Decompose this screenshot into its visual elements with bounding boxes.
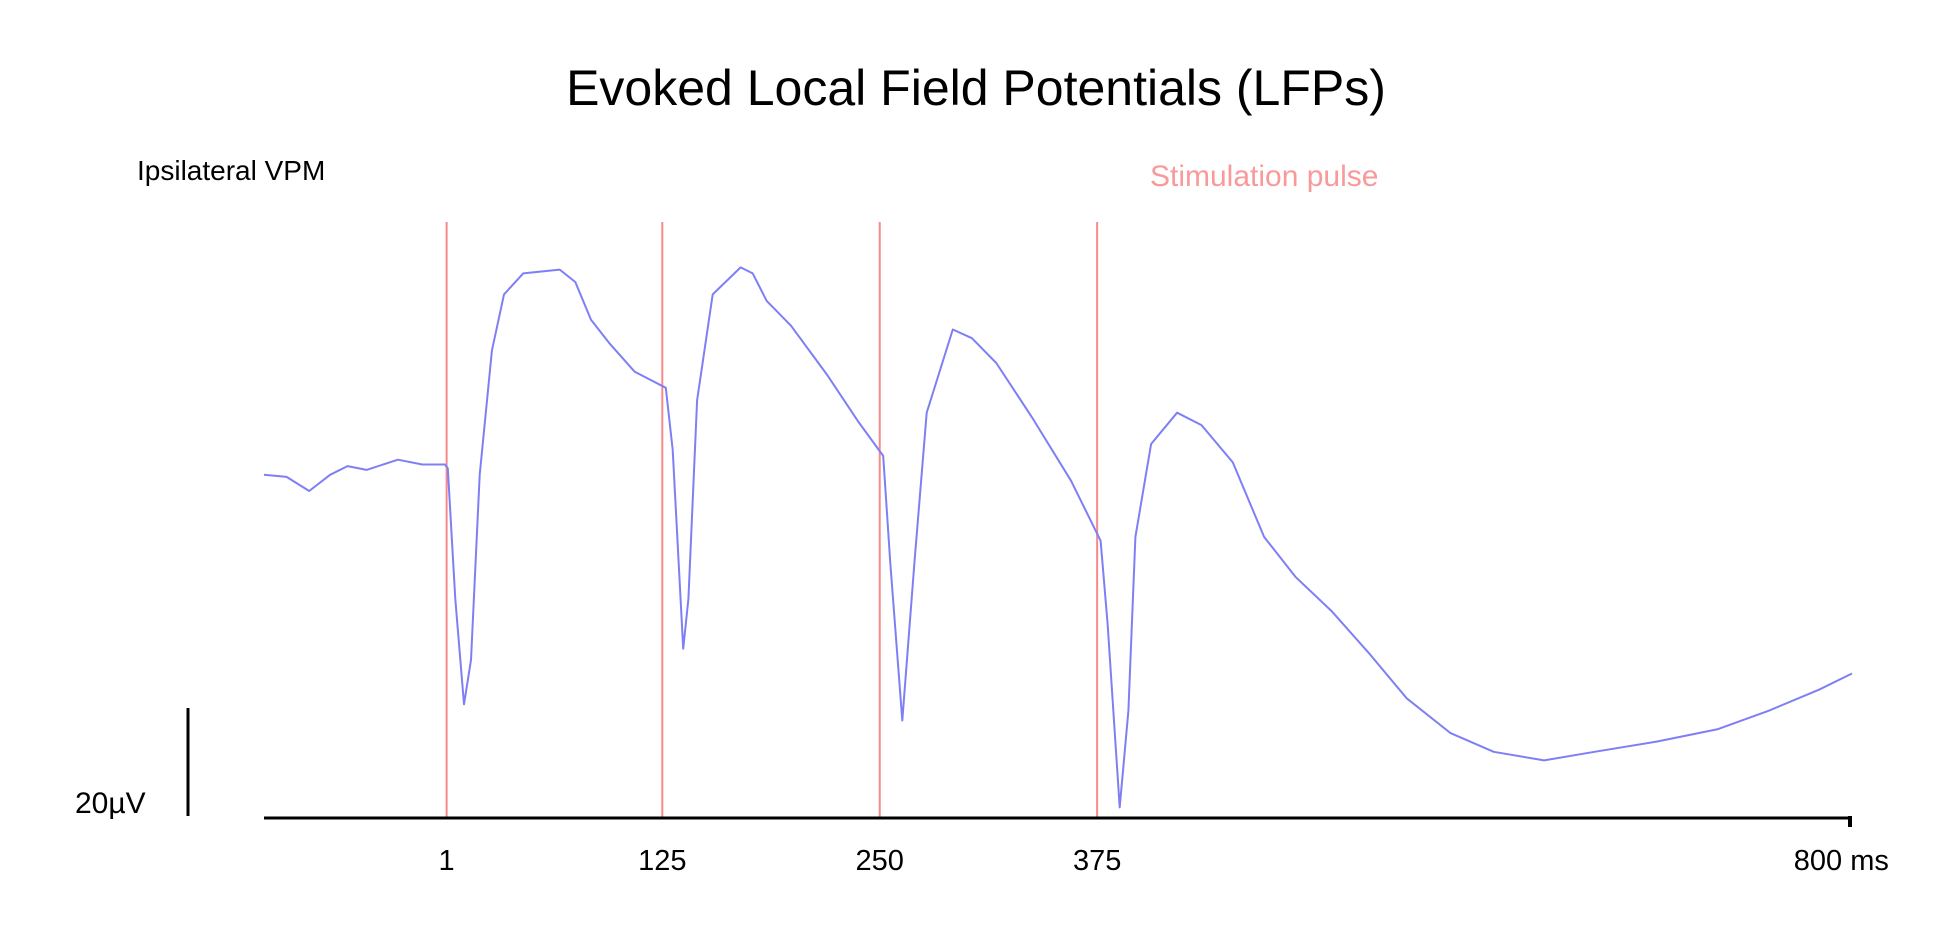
- x-tick-label: 800 ms: [1794, 845, 1889, 877]
- x-tick-label: 125: [638, 845, 686, 877]
- x-tick-label: 250: [856, 845, 904, 877]
- scale-bar-label: 20µV: [75, 787, 146, 820]
- x-tick-label: 1: [439, 845, 455, 877]
- lfp-trace: [263, 266, 1853, 809]
- x-tick-label: 375: [1073, 845, 1121, 877]
- stimulation-pulse-label: Stimulation pulse: [1150, 160, 1378, 193]
- panel-label: Ipsilateral VPM: [137, 155, 325, 186]
- chart-title: Evoked Local Field Potentials (LFPs): [566, 60, 1386, 116]
